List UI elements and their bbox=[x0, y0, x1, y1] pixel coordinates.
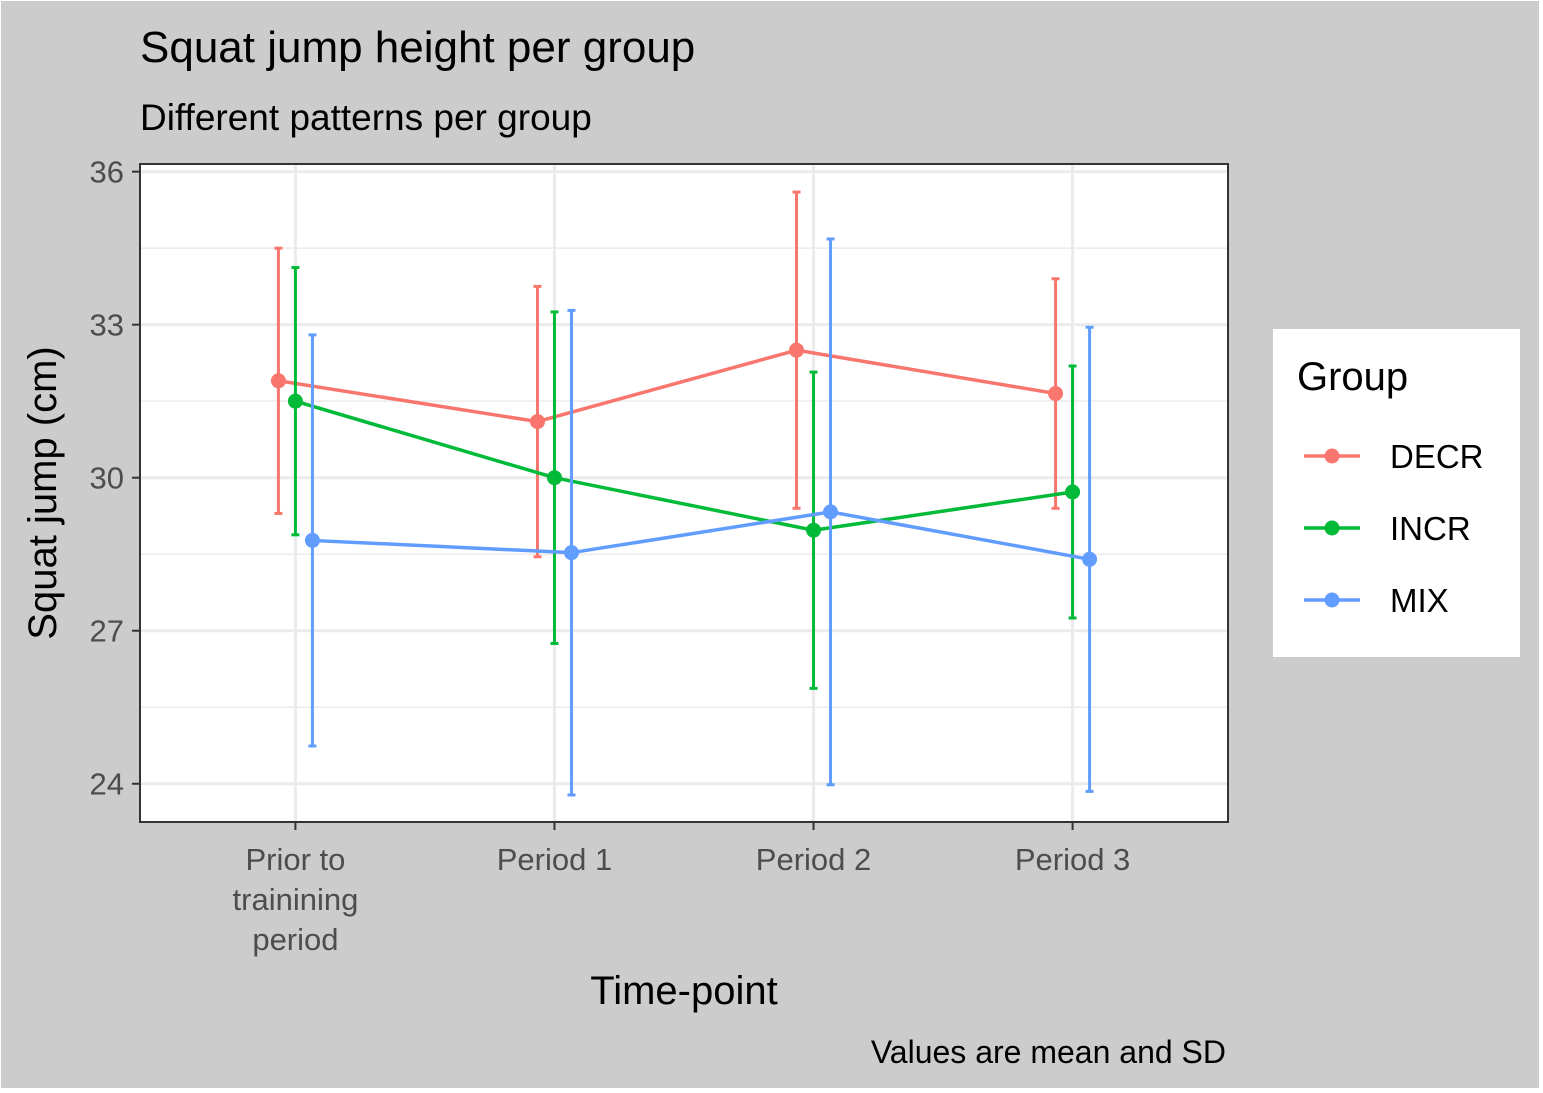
data-point bbox=[789, 342, 805, 358]
legend-title: Group bbox=[1297, 355, 1408, 399]
legend-item-mix: MIX bbox=[1304, 582, 1449, 619]
y-tick-labels: 24 27 30 33 36 bbox=[90, 155, 124, 802]
legend-item-incr: INCR bbox=[1304, 510, 1471, 547]
legend-label: MIX bbox=[1390, 582, 1449, 619]
legend: Group DECR INCR MIX bbox=[1273, 329, 1520, 657]
grid-lines bbox=[140, 164, 1228, 822]
x-tick-label-line: Period 1 bbox=[497, 842, 612, 877]
series-layer bbox=[270, 190, 1098, 797]
legend-key-point bbox=[1324, 448, 1340, 464]
x-tick-label-line: period bbox=[252, 922, 338, 957]
x-tick-labels: Prior to trainining period Period 1 Period 2… bbox=[233, 842, 1131, 957]
data-point bbox=[304, 532, 320, 548]
legend-key-point bbox=[1324, 592, 1340, 608]
series-decr bbox=[270, 190, 1064, 559]
data-point bbox=[563, 545, 579, 561]
x-tick-label: Period 3 bbox=[1015, 842, 1130, 877]
series-mix bbox=[304, 237, 1098, 797]
panel-border bbox=[139, 163, 1229, 823]
y-tick-label: 33 bbox=[90, 308, 124, 343]
y-tick-label: 36 bbox=[90, 155, 124, 190]
x-tick-label-line: Period 2 bbox=[756, 842, 871, 877]
x-tick-label: Prior to trainining period bbox=[233, 842, 359, 957]
x-tick-label-line: Period 3 bbox=[1015, 842, 1130, 877]
data-point bbox=[823, 504, 839, 520]
x-axis-label: Time-point bbox=[590, 969, 777, 1013]
data-point bbox=[1065, 484, 1081, 500]
data-point bbox=[287, 393, 303, 409]
data-point bbox=[1048, 386, 1064, 402]
series-line bbox=[312, 510, 1090, 562]
legend-items: DECR INCR MIX bbox=[1304, 438, 1484, 619]
chart-title: Squat jump height per group bbox=[140, 23, 695, 72]
legend-item-decr: DECR bbox=[1304, 438, 1484, 475]
x-tick-label: Period 1 bbox=[497, 842, 612, 877]
y-tick-label: 24 bbox=[90, 767, 124, 802]
x-tick-label-line: trainining bbox=[233, 882, 359, 917]
data-point bbox=[1082, 551, 1098, 567]
series-incr bbox=[287, 266, 1081, 690]
x-tick-marks bbox=[294, 822, 1074, 830]
data-point bbox=[806, 522, 822, 538]
legend-box bbox=[1273, 329, 1520, 657]
x-tick-label: Period 2 bbox=[756, 842, 871, 877]
series-line bbox=[278, 348, 1056, 424]
legend-key-point bbox=[1324, 520, 1340, 536]
y-axis-label: Squat jump (cm) bbox=[21, 346, 65, 639]
chart-subtitle: Different patterns per group bbox=[140, 97, 592, 138]
data-point bbox=[529, 414, 545, 430]
chart-caption: Values are mean and SD bbox=[871, 1034, 1226, 1070]
series-line bbox=[294, 399, 1073, 533]
panel-background bbox=[140, 164, 1228, 822]
legend-label: DECR bbox=[1390, 438, 1484, 475]
y-tick-label: 27 bbox=[90, 614, 124, 649]
legend-label: INCR bbox=[1390, 510, 1471, 547]
x-tick-label-line: Prior to bbox=[245, 842, 345, 877]
y-tick-marks bbox=[132, 170, 140, 785]
data-point bbox=[270, 373, 286, 389]
data-point bbox=[546, 470, 562, 486]
y-tick-label: 30 bbox=[90, 461, 124, 496]
